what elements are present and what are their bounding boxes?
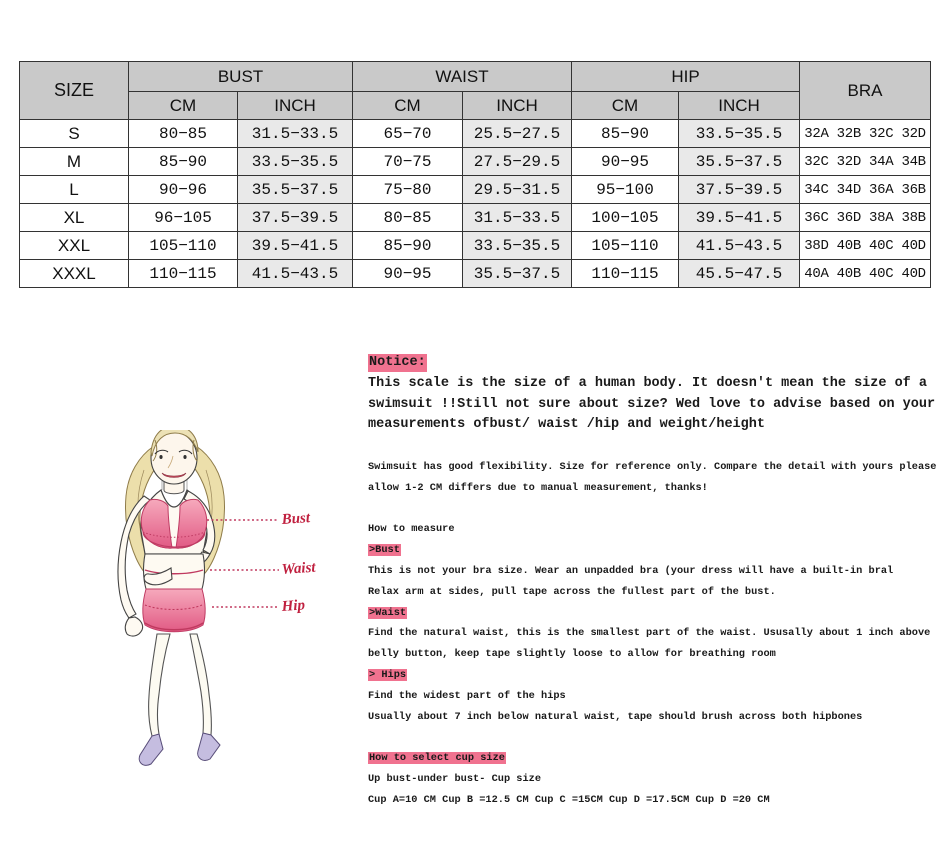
- svg-text:Bust: Bust: [280, 510, 311, 528]
- svg-text:Hip: Hip: [280, 597, 306, 615]
- svg-text:Waist: Waist: [281, 560, 317, 578]
